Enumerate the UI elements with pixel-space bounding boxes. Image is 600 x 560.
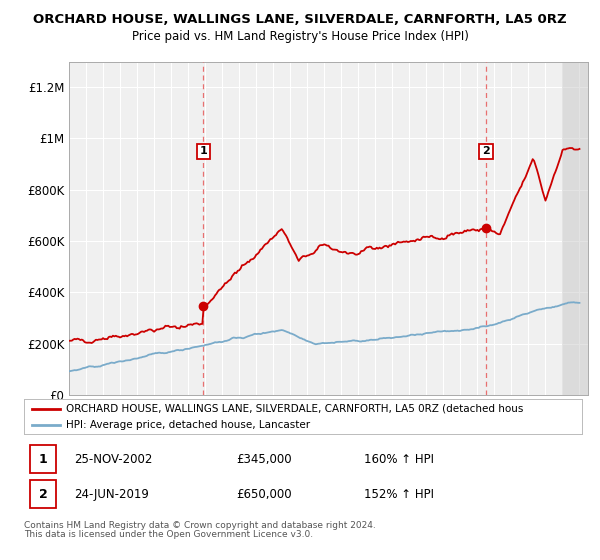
Text: 1: 1 <box>200 146 208 156</box>
Text: 152% ↑ HPI: 152% ↑ HPI <box>364 488 434 501</box>
Text: HPI: Average price, detached house, Lancaster: HPI: Average price, detached house, Lanc… <box>66 419 310 430</box>
Text: 160% ↑ HPI: 160% ↑ HPI <box>364 453 434 466</box>
Text: 1: 1 <box>38 453 47 466</box>
Text: 24-JUN-2019: 24-JUN-2019 <box>74 488 149 501</box>
Text: 2: 2 <box>38 488 47 501</box>
FancyBboxPatch shape <box>29 446 56 473</box>
Text: ORCHARD HOUSE, WALLINGS LANE, SILVERDALE, CARNFORTH, LA5 0RZ: ORCHARD HOUSE, WALLINGS LANE, SILVERDALE… <box>33 13 567 26</box>
Bar <box>562 62 588 395</box>
Text: £650,000: £650,000 <box>236 488 292 501</box>
Text: Contains HM Land Registry data © Crown copyright and database right 2024.: Contains HM Land Registry data © Crown c… <box>24 521 376 530</box>
Text: This data is licensed under the Open Government Licence v3.0.: This data is licensed under the Open Gov… <box>24 530 313 539</box>
Text: ORCHARD HOUSE, WALLINGS LANE, SILVERDALE, CARNFORTH, LA5 0RZ (detached hous: ORCHARD HOUSE, WALLINGS LANE, SILVERDALE… <box>66 404 523 414</box>
Text: 25-NOV-2002: 25-NOV-2002 <box>74 453 152 466</box>
Text: £345,000: £345,000 <box>236 453 292 466</box>
Text: 2: 2 <box>482 146 490 156</box>
Text: Price paid vs. HM Land Registry's House Price Index (HPI): Price paid vs. HM Land Registry's House … <box>131 30 469 43</box>
FancyBboxPatch shape <box>29 480 56 508</box>
